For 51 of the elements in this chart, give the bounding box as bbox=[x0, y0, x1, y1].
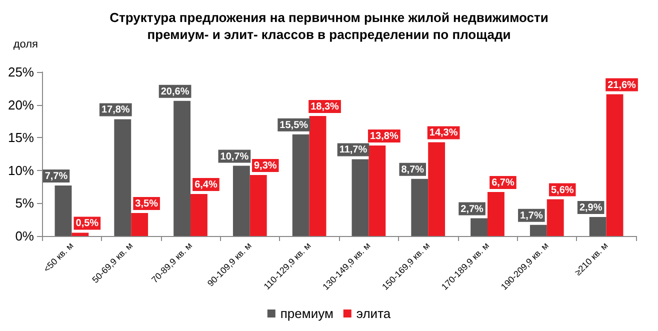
bar bbox=[114, 119, 132, 236]
bar bbox=[352, 159, 369, 236]
data-label: 3,5% bbox=[135, 198, 158, 210]
data-label: 8,7% bbox=[401, 164, 424, 176]
y-tick-label: 15% bbox=[8, 130, 34, 146]
legend-label: премиум bbox=[280, 306, 334, 321]
data-label: 7,7% bbox=[44, 170, 68, 182]
data-label: 6,7% bbox=[492, 178, 514, 189]
data-label: 5,6% bbox=[550, 184, 574, 196]
data-label: 17,8% bbox=[101, 104, 130, 116]
bar bbox=[428, 142, 446, 236]
data-label: 15,5% bbox=[280, 120, 308, 131]
bar bbox=[232, 166, 250, 236]
chart-title: Структура предложения на первичном рынке жилой недвижимости премиум- и элит- классов в распределении по площади bbox=[110, 10, 548, 42]
data-label: 6,4% bbox=[194, 180, 218, 191]
bar bbox=[309, 116, 326, 236]
data-label: 1,7% bbox=[520, 210, 543, 222]
bar bbox=[54, 185, 72, 236]
data-label: 2,9% bbox=[579, 202, 602, 214]
data-label: 2,7% bbox=[460, 204, 484, 215]
bar bbox=[589, 216, 606, 236]
y-axis-title: доля bbox=[13, 38, 38, 50]
data-label: 11,7% bbox=[339, 144, 368, 156]
x-tick-label: <50 кв. м bbox=[42, 240, 76, 274]
bar bbox=[411, 178, 428, 236]
bar bbox=[250, 174, 267, 236]
data-label: 18,3% bbox=[310, 101, 340, 112]
bar bbox=[470, 218, 488, 236]
bar bbox=[606, 94, 624, 236]
legend-label: элита bbox=[356, 306, 392, 321]
bar bbox=[488, 192, 504, 236]
data-label: 0,5% bbox=[76, 218, 99, 230]
bar bbox=[546, 199, 564, 236]
y-tick-label: 10% bbox=[8, 162, 34, 178]
bar bbox=[131, 213, 148, 236]
data-label: 20,6% bbox=[160, 86, 190, 98]
y-tick-label: 20% bbox=[8, 97, 34, 112]
bar bbox=[530, 224, 547, 236]
y-tick-label: 0% bbox=[15, 228, 34, 244]
y-tick-label: 5% bbox=[15, 196, 34, 211]
bar bbox=[368, 145, 386, 236]
data-label: 14,3% bbox=[429, 128, 458, 139]
data-label: 21,6% bbox=[608, 80, 636, 91]
bar bbox=[72, 232, 89, 236]
bar bbox=[190, 194, 208, 236]
y-tick-label: 25% bbox=[8, 64, 34, 80]
data-label: 13,8% bbox=[370, 130, 398, 142]
data-label: 9,3% bbox=[254, 160, 277, 172]
bar bbox=[174, 100, 190, 236]
data-label: 10,7% bbox=[220, 151, 249, 162]
bar bbox=[292, 134, 310, 236]
